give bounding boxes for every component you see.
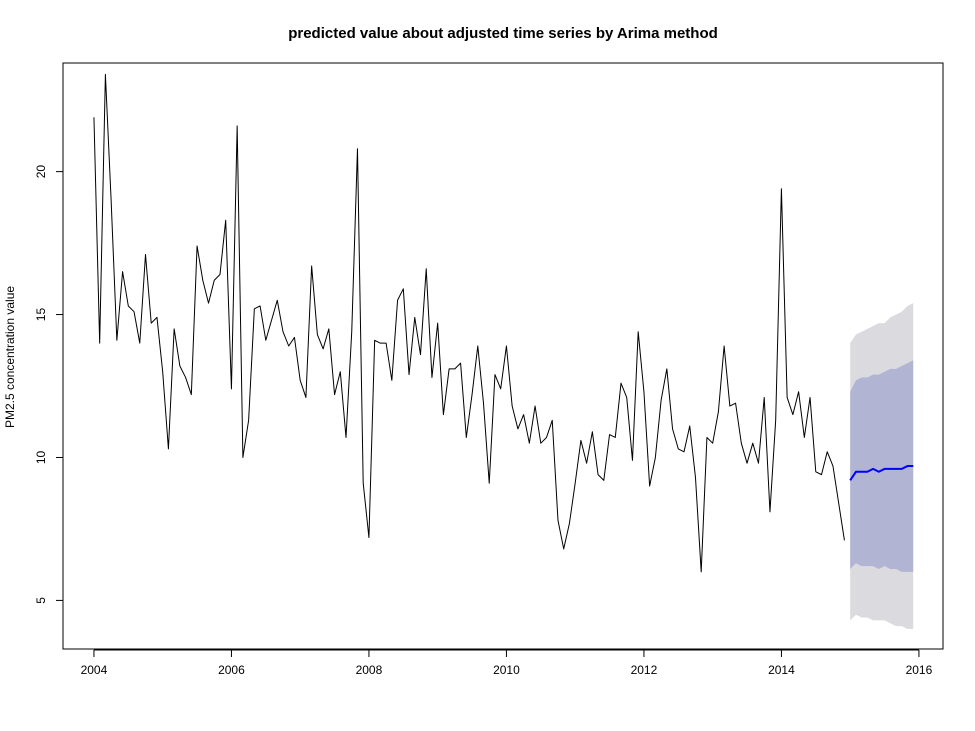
ci80-band-layer	[850, 360, 914, 572]
forecast-series-layer	[849, 465, 914, 481]
y-axis-label: PM2.5 concentration value	[3, 286, 17, 428]
x-tick-label: 2004	[81, 663, 108, 677]
ci80-band	[850, 360, 914, 572]
y-axis: 5 10 15 20	[34, 165, 64, 604]
plot-frame	[62, 62, 944, 650]
x-tick-label: 2016	[906, 663, 933, 677]
observed-series-layer	[93, 73, 845, 573]
y-tick-label: 15	[34, 308, 48, 322]
x-tick-label: 2012	[631, 663, 658, 677]
x-axis: 2004 2006 2008 2010 2012 2014 2016	[81, 649, 933, 677]
y-tick-label: 10	[34, 450, 48, 464]
y-tick-label: 5	[34, 597, 48, 604]
x-tick-label: 2010	[493, 663, 520, 677]
x-tick-label: 2006	[218, 663, 245, 677]
chart-title: predicted value about adjusted time seri…	[288, 25, 718, 42]
observed-line	[93, 73, 845, 573]
forecast-line	[849, 465, 914, 481]
x-tick-label: 2014	[768, 663, 795, 677]
x-tick-label: 2008	[356, 663, 383, 677]
y-tick-label: 20	[34, 165, 48, 179]
